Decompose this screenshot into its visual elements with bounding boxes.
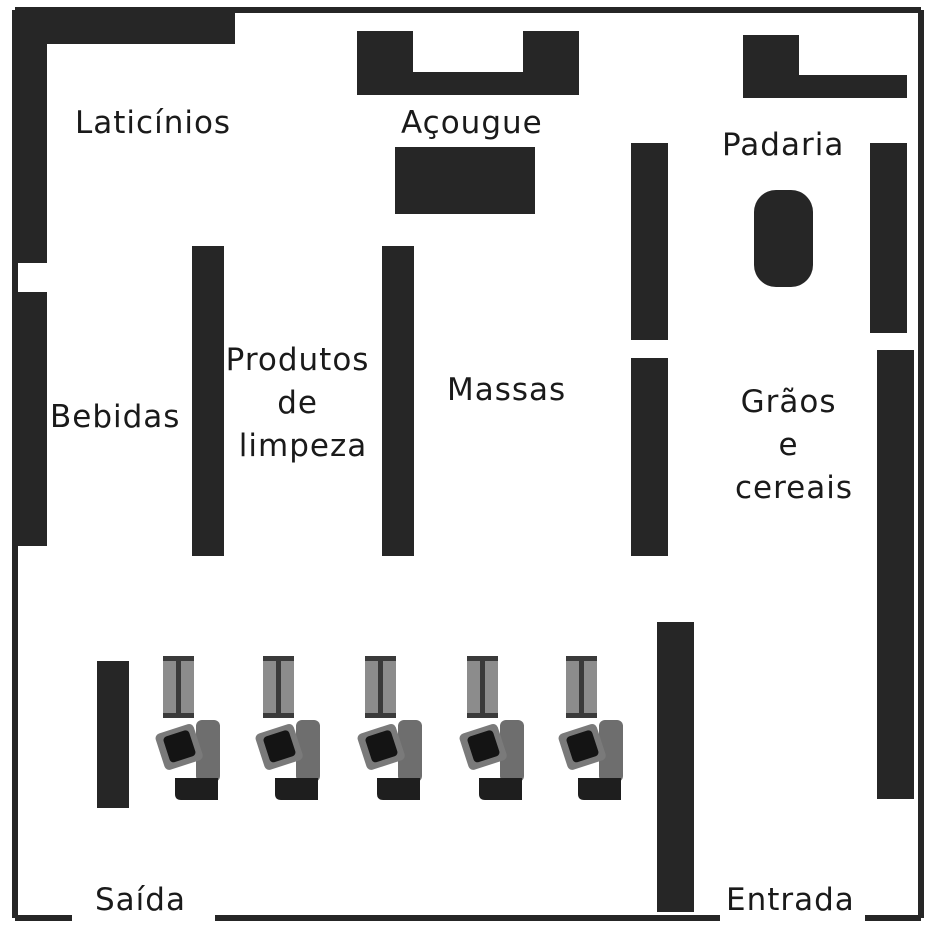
checkout-counter-3 [356,656,422,800]
checkout-counter-2 [254,656,320,800]
entrance-divider [657,622,694,912]
shelf-dairy-top [47,13,235,44]
aisle-shelf-3-upper [631,143,668,340]
checkout-counter-1 [155,656,220,800]
label-drinks: Bebidas [50,399,180,435]
label-pasta: Massas [447,372,566,408]
belt-top-bar [163,656,194,661]
aisle-shelf-2 [382,246,414,556]
bakery-island [754,190,813,287]
label-grains-line-1: Grãos [741,384,837,420]
checkout-end-shelf [97,661,129,808]
label-cleaning-line-2: de [277,385,318,421]
label-butcher: Açougue [401,105,543,141]
register-icon [155,723,203,770]
label-grains: Grãos e cereais [735,384,853,506]
belt-bottom-bar [163,713,194,718]
cashier-counter [196,720,220,782]
shelf-drinks-wall [15,292,47,546]
bakery-counter [743,35,907,98]
bakery-wall-shelf [870,143,907,333]
butcher-island [395,147,535,214]
label-entrance: Entrada [726,882,855,918]
label-exit: Saída [95,882,186,918]
checkout-counter-5 [557,656,623,800]
checkout-counter-4 [458,656,524,800]
grains-wall-shelf [877,350,914,799]
label-grains-line-3: cereais [735,470,853,506]
butcher-counter [357,31,579,95]
label-grains-line-2: e [779,427,799,463]
cashier-desk [175,778,218,800]
checkout-lanes [155,656,623,800]
shelf-dairy-wall-upper [15,13,47,263]
belt-center-line [176,660,181,715]
label-dairy: Laticínios [75,105,231,141]
label-bakery: Padaria [722,127,844,163]
label-cleaning-line-1: Produtos [226,342,370,378]
aisle-shelf-3-lower [631,358,668,556]
aisle-shelf-1 [192,246,224,556]
label-cleaning-line-3: limpeza [239,428,367,464]
label-cleaning: Produtos de limpeza [226,342,381,464]
